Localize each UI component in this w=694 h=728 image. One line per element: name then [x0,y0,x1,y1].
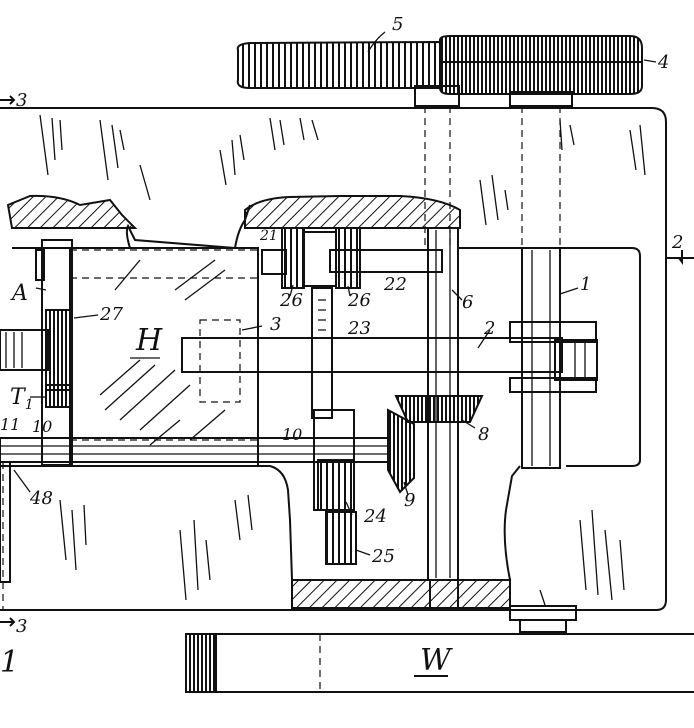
label-24: 24 [363,506,387,527]
shaft-23 [311,287,333,419]
label-8: 8 [478,424,489,445]
label-21: 21 [259,228,278,244]
label-1: 1 [580,274,591,295]
label-W: W [420,643,453,678]
label-22: 22 [383,274,407,295]
gear-4 [439,35,643,95]
section-markers [0,95,694,627]
label-25: 25 [371,546,395,567]
label-48: 48 [29,488,53,509]
plate-A [0,239,73,466]
gear-26-pair [261,227,443,289]
label-10-mid: 10 [282,425,302,444]
label-A: A [10,281,28,306]
label-2: 2 [483,318,495,339]
main-frame [0,107,667,611]
label-27: 27 [99,304,123,325]
label-2-arrow: 2 [671,232,683,253]
member-W [185,633,694,693]
leader-lines [13,31,657,556]
label-3-bottom: 3 [16,616,27,637]
label-6: 6 [462,292,473,313]
gear-5 [236,40,441,89]
link-2 [181,321,598,393]
label-11: 11 [0,415,20,434]
housing-H [69,247,259,467]
label-26-right: 26 [347,290,371,311]
housing-texture [39,114,646,606]
label-4: 4 [657,52,669,73]
label-10-left: 10 [32,417,52,436]
label-5: 5 [392,14,403,35]
label-23: 23 [347,318,371,339]
label-26-left: 26 [279,290,303,311]
label-H: H [135,323,163,358]
bevel-gears [387,395,484,494]
shaft-10 [0,437,391,463]
shaft-1 [509,247,577,633]
figure-number: 1 [0,645,19,680]
label-T1: T1 [10,385,34,413]
hatched-sections [6,194,511,609]
label-3-top: 3 [16,90,27,111]
label-9: 9 [404,490,415,511]
gear-24-25 [313,409,357,565]
label-3-mid: 3 [270,314,281,335]
